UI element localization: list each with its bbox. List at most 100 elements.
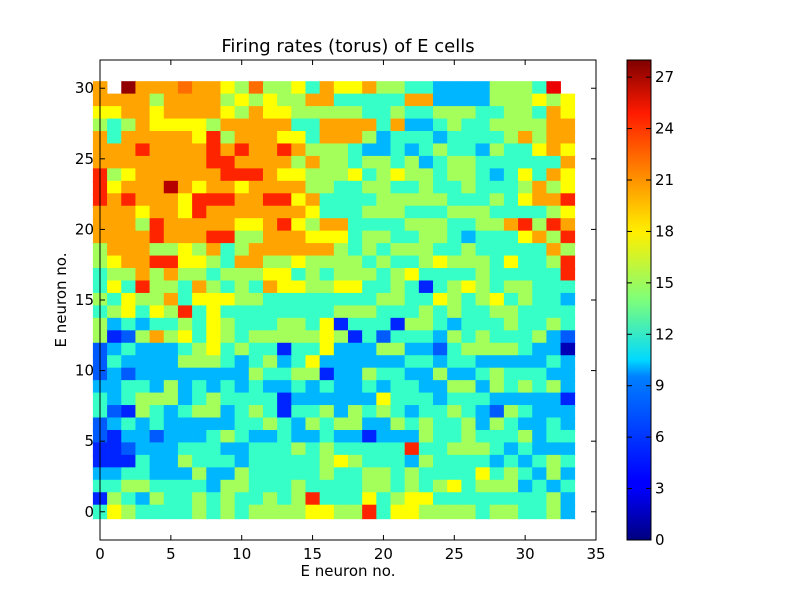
heatmap-cell — [220, 280, 235, 295]
heatmap-cell — [461, 392, 476, 408]
x-tick-label: 20 — [374, 545, 393, 563]
heatmap-cell — [135, 230, 150, 246]
heatmap-cell — [560, 330, 576, 345]
chart-title: Firing rates (torus) of E cells — [221, 36, 474, 57]
heatmap-cell — [475, 392, 491, 408]
heatmap-cell — [532, 355, 547, 370]
heatmap-cell — [192, 230, 207, 246]
heatmap-cell — [518, 168, 533, 183]
heatmap-cell — [149, 230, 165, 246]
heatmap-cell — [262, 417, 278, 432]
heatmap-cell — [404, 280, 420, 295]
heatmap-cell — [135, 392, 150, 408]
heatmap-cell — [234, 342, 250, 358]
heatmap-cell — [376, 292, 391, 308]
heatmap-cell — [447, 93, 462, 109]
heatmap-cell — [192, 380, 207, 395]
heatmap-cell — [177, 168, 193, 183]
heatmap-cell — [305, 317, 321, 333]
heatmap-cell — [192, 417, 207, 432]
heatmap-cell — [348, 180, 363, 196]
heatmap-cell — [192, 342, 207, 358]
heatmap-cell — [248, 106, 264, 121]
heatmap-cell — [489, 143, 505, 158]
heatmap-cell — [376, 230, 391, 246]
heatmap-cell — [163, 380, 179, 395]
heatmap-cell — [177, 492, 193, 507]
heatmap-cell — [461, 280, 476, 295]
heatmap-cell — [262, 367, 278, 383]
heatmap-cell — [348, 504, 363, 520]
heatmap-cell — [532, 417, 547, 432]
heatmap-cell — [135, 218, 150, 233]
heatmap-cell — [149, 492, 165, 507]
heatmap-cell — [560, 467, 576, 482]
heatmap-cell — [121, 243, 136, 258]
heatmap-cell — [461, 193, 476, 208]
heatmap-cell — [418, 205, 434, 221]
heatmap-cell — [362, 93, 377, 109]
heatmap-cell — [192, 392, 207, 408]
heatmap-cell — [177, 317, 193, 333]
heatmap-cell — [390, 479, 406, 495]
heatmap-cell — [418, 255, 434, 271]
heatmap-cell — [220, 230, 235, 246]
heatmap-cell — [546, 218, 561, 233]
heatmap-cell — [107, 93, 122, 109]
heatmap-cell — [404, 405, 420, 420]
heatmap-cell — [546, 442, 561, 457]
heatmap-cell — [503, 81, 519, 96]
heatmap-cell — [305, 168, 321, 183]
heatmap-cell — [319, 168, 335, 183]
heatmap-cell — [348, 93, 363, 109]
heatmap-cell — [220, 442, 235, 457]
heatmap-cell — [532, 106, 547, 121]
heatmap-cell — [390, 81, 406, 96]
heatmap-cell — [461, 330, 476, 345]
heatmap-cell — [560, 317, 576, 333]
heatmap-cell — [277, 81, 292, 96]
heatmap-cell — [220, 492, 235, 507]
heatmap-cell — [390, 180, 406, 196]
heatmap-cell — [447, 106, 462, 121]
heatmap-cell — [348, 305, 363, 320]
heatmap-cell — [503, 230, 519, 246]
heatmap-cell — [348, 405, 363, 420]
heatmap-cell — [248, 193, 264, 208]
heatmap-cell — [348, 118, 363, 134]
heatmap-cell — [234, 280, 250, 295]
heatmap-cell — [546, 255, 561, 271]
heatmap-cell — [305, 193, 321, 208]
heatmap-cell — [277, 155, 292, 171]
heatmap-cell — [149, 106, 165, 121]
heatmap-cell — [560, 193, 576, 208]
heatmap-cell — [291, 81, 306, 96]
heatmap-cell — [376, 205, 391, 221]
heatmap-cell — [418, 268, 434, 283]
heatmap-cell — [107, 467, 122, 482]
heatmap-cell — [376, 355, 391, 370]
heatmap-cell — [503, 280, 519, 295]
heatmap-cell — [291, 492, 306, 507]
heatmap-cell — [489, 106, 505, 121]
heatmap-cell — [461, 454, 476, 470]
heatmap-cell — [234, 193, 250, 208]
heatmap-cell — [447, 429, 462, 445]
heatmap-cell — [532, 168, 547, 183]
heatmap-cell — [177, 292, 193, 308]
heatmap-cell — [362, 106, 377, 121]
heatmap-cell — [475, 230, 491, 246]
heatmap-cell — [333, 155, 349, 171]
heatmap-cell — [546, 81, 561, 96]
heatmap-cell — [447, 305, 462, 320]
heatmap-cell — [305, 81, 321, 96]
heatmap-cell — [149, 405, 165, 420]
heatmap-cell — [107, 429, 122, 445]
heatmap-cell — [475, 131, 491, 146]
heatmap-cell — [234, 330, 250, 345]
heatmap-cell — [192, 205, 207, 221]
heatmap-cell — [503, 255, 519, 271]
heatmap-cell — [220, 243, 235, 258]
heatmap-cell — [489, 255, 505, 271]
heatmap-cell — [348, 280, 363, 295]
